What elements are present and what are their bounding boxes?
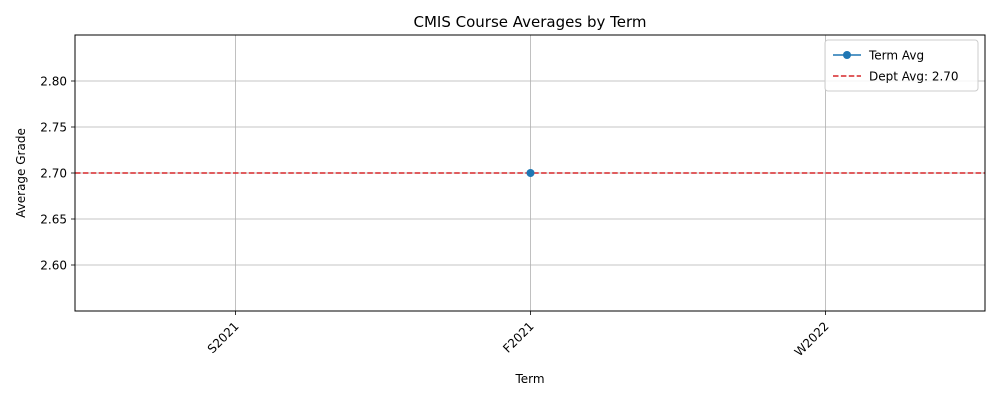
legend-term-avg-label: Term Avg xyxy=(868,49,924,63)
y-axis-ticks: 2.60 2.65 2.70 2.75 2.80 xyxy=(40,75,75,273)
series xyxy=(526,169,535,177)
y-tick-label: 2.80 xyxy=(40,75,67,89)
legend-box xyxy=(824,39,979,92)
x-axis-label: Term xyxy=(514,372,544,386)
y-axis-label: Average Grade xyxy=(14,128,28,218)
chart-title: CMIS Course Averages by Term xyxy=(414,13,647,31)
legend: Term Avg Dept Avg: 2.70 xyxy=(824,39,979,92)
legend-term-avg-marker xyxy=(843,51,851,59)
y-tick-label: 2.70 xyxy=(40,167,67,181)
legend-dept-avg-label: Dept Avg: 2.70 xyxy=(869,70,959,84)
term-avg-point xyxy=(526,169,535,177)
y-tick-label: 2.65 xyxy=(40,213,67,227)
y-tick-label: 2.75 xyxy=(40,121,67,135)
y-tick-label: 2.60 xyxy=(40,259,67,273)
